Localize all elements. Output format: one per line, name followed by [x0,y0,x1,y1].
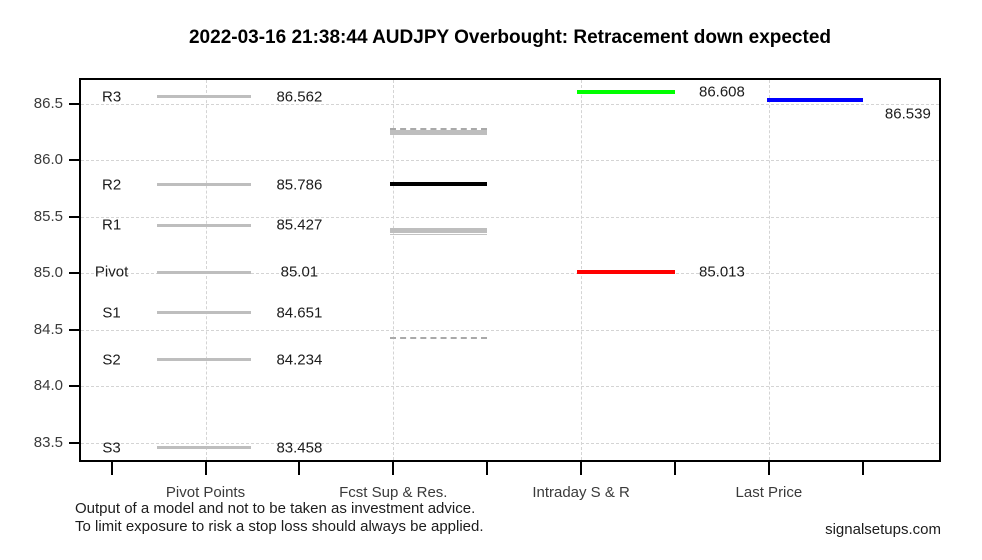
pivot-name-label: S2 [102,351,121,369]
y-axis-tick-label: 85.0 [33,264,63,282]
x-axis-tick [674,462,676,475]
last-price-line [767,97,863,102]
y-axis-tick [69,102,79,105]
chart-title: 2022-03-16 21:38:44 AUDJPY Overbought: R… [188,27,832,48]
x-axis-tick [486,462,489,475]
h-gridline [81,160,939,162]
fcst-central-level-line [389,182,488,187]
pivot-line-s2 [156,358,251,362]
pivot-value-label: 86.562 [276,88,323,106]
pivot-value-label: 83.458 [276,439,323,457]
pivot-line-s1 [156,311,251,315]
pivot-value-label: 84.651 [276,304,323,322]
pivot-line-r3 [156,95,251,99]
fcst-upper-resistance-dashed-line [389,127,488,130]
pivot-name-label: S3 [102,439,121,457]
y-axis-tick [69,215,79,218]
pivot-value-label: 85.786 [276,176,323,194]
disclaimer-line-2: To limit exposure to risk a stop loss sh… [75,518,484,535]
x-axis-tick [204,462,207,475]
pivot-name-label: R1 [102,216,122,234]
y-axis-tick-label: 86.0 [33,151,63,169]
pivot-line-r1 [156,223,251,227]
fcst-support-thick-line [389,227,488,233]
pivot-name-label: R3 [102,88,122,106]
h-gridline [81,103,939,105]
x-axis-label-pivot-points: Pivot Points [165,484,246,501]
pivot-line-r2 [156,183,251,187]
disclaimer-line-1: Output of a model and not to be taken as… [75,500,476,517]
h-gridline [81,216,939,218]
y-axis-tick-label: 83.5 [33,433,63,451]
intraday-resistance-line [577,89,675,94]
pivot-name-label: Pivot [94,263,129,281]
pivot-name-label: R2 [102,176,122,194]
x-axis-tick [861,462,864,475]
intraday-resistance-value-label: 86.608 [698,83,745,101]
y-axis-tick [69,385,79,388]
y-axis-tick-label: 84.5 [33,320,63,338]
pivot-name-label: S1 [102,304,121,322]
y-axis-tick [69,328,79,331]
fcst-upper-resistance-solid-line [389,129,488,135]
x-axis-label-intraday-s-r: Intraday S & R [532,484,630,501]
plot-area: R3 86.562 R2 85.786 R1 85.427 Pivot 85.01 S1 84.6… [79,78,941,462]
pivot-line-pivot [156,270,251,274]
v-gridline [205,80,207,460]
v-gridline [393,80,395,460]
fcst-support-thin-line [389,234,488,236]
intraday-support-value-label: 85.013 [698,263,745,281]
pivot-value-label: 84.234 [276,351,323,369]
h-gridline [81,386,939,388]
y-axis-tick-label: 85.5 [33,207,63,225]
y-axis-tick [69,159,79,162]
x-axis-label-last-price: Last Price [735,484,803,501]
x-axis-tick [580,462,583,475]
brand-watermark: signalsetups.com [825,521,941,538]
x-axis-tick [110,462,113,475]
pivot-line-s3 [156,446,251,450]
last-price-value-label: 86.539 [884,105,931,123]
v-gridline [768,80,770,460]
y-axis-tick-label: 86.5 [33,94,63,112]
x-axis-tick [298,462,301,475]
y-axis-tick [69,272,79,275]
h-gridline [81,329,939,331]
fcst-lower-support-dashed-line [389,336,488,339]
x-axis-tick [392,462,395,475]
h-gridline [81,273,939,275]
intraday-support-line [577,269,675,274]
pivot-value-label: 85.01 [280,263,319,281]
y-axis-tick-label: 84.0 [33,377,63,395]
y-axis-tick [69,441,79,444]
pivot-value-label: 85.427 [276,216,323,234]
h-gridline [81,442,939,444]
x-axis-tick [767,462,770,475]
x-axis-label-fcst-sup-res-: Fcst Sup & Res. [339,484,448,501]
